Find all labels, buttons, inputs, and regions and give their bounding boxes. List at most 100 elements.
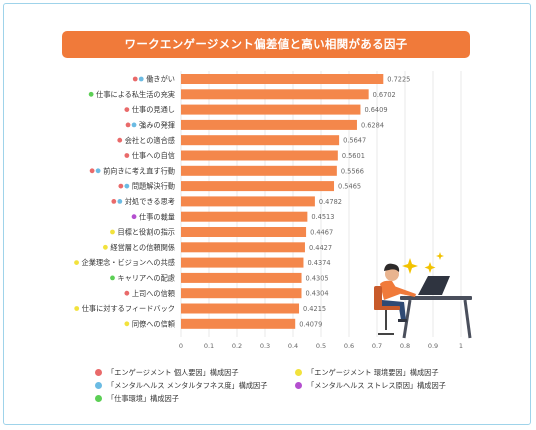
x-tick-label: 0.6 [344,342,354,350]
bar [181,288,302,299]
value-label: 0.4427 [309,244,332,252]
category-marker-dot [111,199,117,204]
legend-dot [295,382,302,389]
category-marker-dot [124,183,130,189]
bar [181,135,340,146]
category-label: 仕事の見通し [132,105,175,114]
category-marker-dot [95,168,101,174]
x-tick-label: 0.3 [260,342,270,350]
bar [181,89,369,100]
desk [400,296,472,300]
x-tick-label: 0.8 [400,342,410,350]
value-label: 0.6702 [373,91,396,99]
category-label: 強みの発揮 [139,121,175,130]
value-label: 0.4374 [307,259,330,267]
laptop-icon [418,276,450,295]
value-label: 0.4215 [303,305,326,313]
legend-item: 「メンタルヘルス ストレス原因」構成因子 [295,381,446,391]
category-marker-dot [131,214,137,220]
category-marker-dot [124,321,130,327]
category-label: 仕事に対するフィードバック [82,304,175,313]
x-tick-label: 0.5 [316,342,326,350]
legend-label: 「仕事環境」構成因子 [107,394,179,403]
bar [181,150,338,161]
category-label: 会社との適合感 [125,136,175,145]
category-marker-dot [110,275,115,281]
category-label: 上司への信頼 [132,289,176,298]
category-marker-dot [124,107,130,112]
x-tick-label: 0.1 [204,342,214,350]
category-marker-dot [110,229,115,235]
chair [374,286,400,335]
bar [181,119,357,130]
bar [181,272,302,283]
category-marker-dot [131,122,137,128]
bar [181,227,307,237]
legend-dot [95,369,102,376]
value-label: 0.4782 [319,198,342,206]
legend-item: 「仕事環境」構成因子 [95,394,179,404]
legend-item: 「エンゲージメント 環境要因」構成因子 [295,368,439,378]
category-marker-dot [74,260,79,265]
value-label: 0.7225 [387,76,410,84]
legend-dot [95,382,102,389]
value-label: 0.4304 [306,290,329,298]
category-label: 仕事の裁量 [139,212,175,221]
legend-dot [95,395,102,402]
x-tick-label: 0.2 [232,342,242,350]
category-marker-dot [74,306,80,311]
category-marker-dot [118,183,124,189]
value-label: 0.5601 [342,152,365,160]
bar [181,257,304,268]
value-label: 0.6284 [361,121,384,129]
category-label: 対処できる思考 [125,197,175,206]
value-label: 0.5647 [343,137,366,145]
bar [181,104,361,115]
value-label: 0.4467 [310,229,333,237]
bar [181,74,384,84]
category-label: キャリアへの配慮 [117,274,175,283]
x-tick-label: 0.4 [288,342,298,350]
legend-dot [295,369,302,376]
category-marker-dot [124,290,130,296]
x-tick-label: 0.9 [428,342,438,350]
category-label: 経営層との信頼関係 [110,243,175,252]
x-tick-label: 0 [179,342,183,350]
bar [181,211,308,222]
value-label: 0.4079 [299,320,322,328]
category-marker-dot [138,76,144,82]
legend-label: 「エンゲージメント 個人要因」構成因子 [107,368,239,377]
category-marker-dot [117,137,123,143]
category-label: 働きがい [146,75,175,84]
bar [181,181,335,192]
chart-title: ワークエンゲージメント偏差値と高い相関がある因子 [62,31,470,58]
value-label: 0.4513 [311,213,334,221]
category-marker-dot [102,244,108,250]
x-tick-label: 1 [459,342,463,350]
legend-label: 「メンタルヘルス ストレス原因」構成因子 [307,381,446,390]
legend-item: 「エンゲージメント 個人要因」構成因子 [95,368,239,378]
category-marker-dot [88,91,94,97]
value-label: 0.4305 [306,274,329,282]
category-label: 企業理念・ビジョンへの共感 [82,258,175,267]
category-label: 前向きに考え直す行動 [103,166,175,175]
category-marker-dot [124,153,130,158]
sparkle-icon [402,252,444,274]
person-figure [380,263,416,322]
person-at-desk-illustration [374,252,472,339]
legend-label: 「エンゲージメント 環境要因」構成因子 [307,368,439,377]
category-marker-dot [117,199,123,204]
bar [181,165,337,176]
category-marker-dot [125,122,131,128]
bar [181,196,315,207]
category-label: 目標と役割の指示 [117,228,175,237]
x-tick-label: 0.7 [372,342,382,350]
category-label: 同僚への信頼 [132,319,176,328]
category-label: 問題解決行動 [132,182,175,191]
value-label: 0.6409 [364,106,387,114]
category-marker-dot [89,168,95,174]
category-label: 仕事による私生活の充実 [96,90,175,99]
bar [181,242,305,253]
legend-label: 「メンタルヘルス メンタルタフネス度」構成因子 [107,381,268,390]
